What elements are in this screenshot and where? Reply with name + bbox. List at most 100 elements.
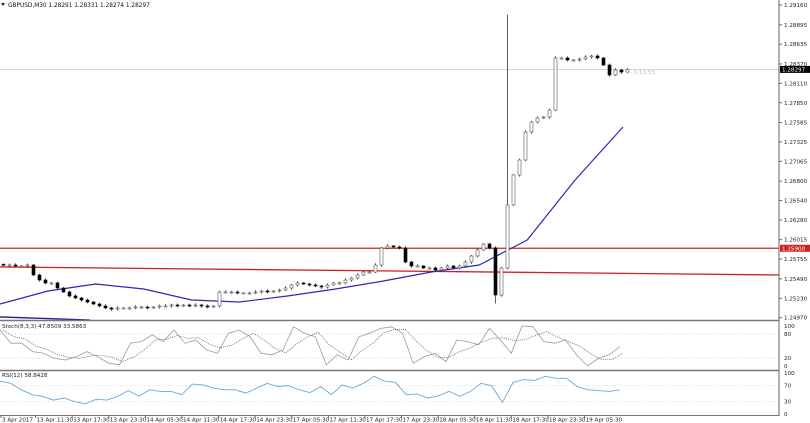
candle[interactable] (541, 116, 546, 119)
candle[interactable] (385, 244, 390, 250)
candle[interactable] (127, 306, 132, 310)
candle[interactable] (457, 264, 462, 270)
candle[interactable] (199, 303, 204, 308)
candle[interactable] (595, 54, 600, 60)
candle[interactable] (487, 242, 492, 250)
candle[interactable] (91, 301, 96, 305)
candle[interactable] (331, 282, 336, 286)
candle[interactable] (529, 120, 534, 134)
candle[interactable] (511, 174, 516, 206)
candle[interactable] (409, 260, 414, 268)
candle[interactable] (559, 56, 564, 60)
candle[interactable] (313, 283, 318, 288)
candle[interactable] (253, 290, 258, 295)
candle[interactable] (151, 306, 156, 309)
candle[interactable] (451, 265, 456, 269)
candle[interactable] (19, 264, 24, 268)
candle[interactable] (505, 14, 510, 270)
candle[interactable] (463, 260, 468, 268)
candle[interactable] (421, 265, 426, 269)
candle[interactable] (373, 263, 378, 274)
candle[interactable] (205, 304, 210, 309)
candle[interactable] (121, 307, 126, 310)
candle[interactable] (241, 292, 246, 295)
triangle-down-icon[interactable] (1, 3, 5, 6)
candle[interactable] (535, 116, 540, 124)
candle[interactable] (553, 56, 558, 112)
candle[interactable] (349, 276, 354, 282)
candle[interactable] (433, 266, 438, 272)
candle[interactable] (517, 158, 522, 177)
candle[interactable] (193, 303, 198, 308)
candle[interactable] (49, 281, 54, 285)
candle[interactable] (229, 290, 234, 294)
candle[interactable] (343, 278, 348, 285)
candle[interactable] (493, 246, 498, 304)
candle[interactable] (325, 283, 330, 289)
candle[interactable] (277, 288, 282, 293)
candle[interactable] (481, 243, 486, 251)
candle[interactable] (139, 305, 144, 309)
candle[interactable] (79, 296, 84, 302)
candle[interactable] (379, 246, 384, 267)
candle[interactable] (37, 273, 42, 282)
candle[interactable] (103, 304, 108, 310)
candle[interactable] (289, 283, 294, 290)
candle[interactable] (361, 271, 366, 276)
candle[interactable] (169, 303, 174, 308)
candle[interactable] (319, 284, 324, 289)
candle[interactable] (235, 290, 240, 295)
candle[interactable] (145, 305, 150, 310)
candle[interactable] (181, 304, 186, 307)
candle[interactable] (55, 281, 60, 290)
candle[interactable] (601, 57, 606, 66)
candle[interactable] (427, 266, 432, 270)
candle[interactable] (211, 305, 216, 308)
candle[interactable] (391, 245, 396, 248)
candle[interactable] (613, 68, 618, 77)
candle[interactable] (7, 263, 12, 267)
candle[interactable] (247, 291, 252, 295)
candle[interactable] (265, 289, 270, 294)
candle[interactable] (469, 254, 474, 264)
candle[interactable] (25, 263, 30, 268)
trend-line[interactable] (0, 266, 780, 276)
candle[interactable] (583, 55, 588, 61)
candle[interactable] (175, 303, 180, 308)
candle[interactable] (43, 278, 48, 285)
candle[interactable] (301, 282, 306, 285)
candle[interactable] (607, 63, 612, 77)
candle[interactable] (133, 305, 138, 310)
candle[interactable] (499, 266, 504, 297)
candle[interactable] (337, 281, 342, 285)
candle[interactable] (415, 264, 420, 268)
candle[interactable] (109, 306, 114, 311)
candle[interactable] (85, 298, 90, 304)
candle[interactable] (13, 263, 18, 268)
candle[interactable] (97, 302, 102, 308)
candle[interactable] (577, 57, 582, 62)
candle[interactable] (187, 303, 192, 308)
candle[interactable] (217, 290, 222, 308)
candle[interactable] (259, 289, 264, 294)
candle[interactable] (1, 263, 6, 266)
candle[interactable] (115, 306, 120, 311)
candle[interactable] (403, 246, 408, 264)
candle[interactable] (571, 59, 576, 62)
candle[interactable] (619, 68, 624, 74)
candle[interactable] (73, 294, 78, 300)
candle[interactable] (625, 67, 630, 74)
candle[interactable] (295, 281, 300, 287)
candle[interactable] (397, 245, 402, 250)
candle[interactable] (547, 108, 552, 119)
candle[interactable] (223, 290, 228, 294)
candle[interactable] (61, 287, 66, 293)
candle[interactable] (523, 130, 528, 162)
candle[interactable] (31, 264, 36, 276)
candle[interactable] (157, 304, 162, 309)
candle[interactable] (283, 286, 288, 292)
candle[interactable] (307, 282, 312, 287)
candle[interactable] (589, 54, 594, 59)
candle[interactable] (271, 290, 276, 293)
candle[interactable] (67, 290, 72, 298)
